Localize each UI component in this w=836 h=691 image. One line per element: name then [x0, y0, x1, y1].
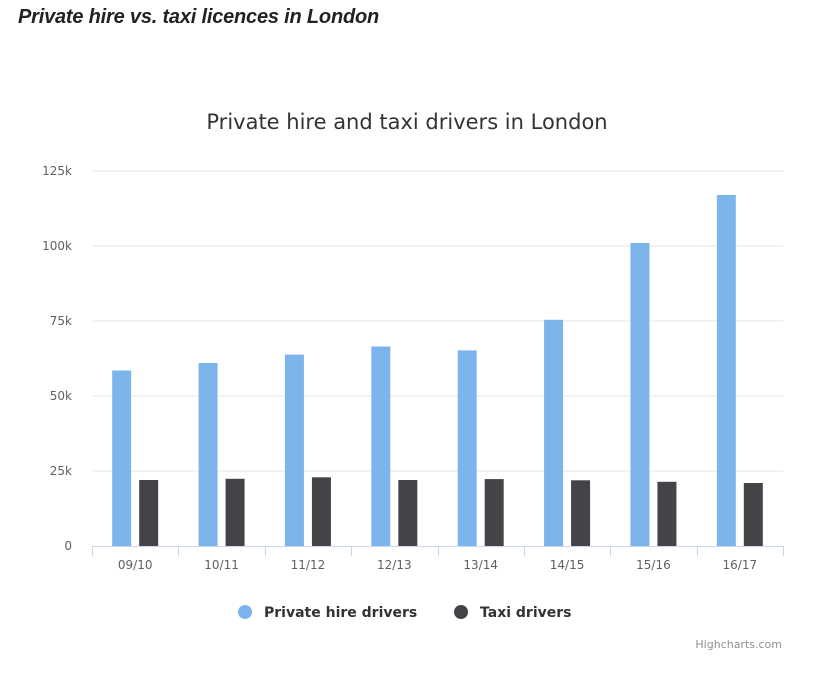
legend-item[interactable]: Private hire drivers [238, 605, 417, 621]
x-axis: 09/10 10/11 11/12 12/13 13/14 14/15 15/16 16/17 [92, 546, 784, 572]
bar-taxi[interactable] [225, 478, 245, 546]
bar-taxi[interactable] [398, 480, 418, 546]
bar-private-hire[interactable] [112, 370, 132, 547]
page-heading: Private hire vs. taxi licences in London [18, 6, 380, 28]
y-tick-label: 125k [42, 164, 72, 178]
bar-taxi[interactable] [743, 483, 763, 546]
legend-marker-icon [238, 605, 252, 619]
y-axis: 0 25k 50k 75k 100k 125k [42, 164, 72, 553]
x-tick-label: 11/12 [291, 558, 326, 572]
bar-taxi[interactable] [139, 480, 159, 546]
bar-taxi[interactable] [571, 480, 591, 546]
y-tick-label: 50k [50, 389, 72, 403]
legend-label: Private hire drivers [264, 605, 417, 621]
x-tick-label: 15/16 [636, 558, 671, 572]
bar-taxi[interactable] [311, 477, 331, 546]
x-tick-label: 16/17 [723, 558, 758, 572]
bar-private-hire[interactable] [284, 354, 304, 546]
bar-private-hire[interactable] [371, 346, 391, 547]
y-tick-label: 25k [50, 464, 72, 478]
y-tick-label: 75k [50, 314, 72, 328]
bar-taxi[interactable] [484, 479, 504, 546]
x-tick-label: 10/11 [204, 558, 239, 572]
bar-private-hire[interactable] [544, 319, 564, 546]
bar-private-hire[interactable] [198, 363, 218, 546]
x-tick-label: 14/15 [550, 558, 585, 572]
gridlines [92, 170, 783, 472]
bar-private-hire[interactable] [630, 243, 650, 546]
x-tick-label: 12/13 [377, 558, 412, 572]
x-tick-label: 09/10 [118, 558, 153, 572]
legend-marker-icon [454, 605, 468, 619]
legend[interactable]: Private hire drivers Taxi drivers [238, 605, 571, 621]
bar-private-hire[interactable] [457, 350, 477, 546]
y-tick-label: 100k [42, 239, 72, 253]
legend-item[interactable]: Taxi drivers [454, 605, 571, 621]
chart-title: Private hire and taxi drivers in London [206, 110, 607, 134]
legend-label: Taxi drivers [480, 605, 571, 621]
bars [112, 195, 763, 546]
x-tick-label: 13/14 [463, 558, 498, 572]
credits-link[interactable]: Highcharts.com [695, 638, 782, 651]
bar-private-hire[interactable] [716, 195, 736, 546]
bar-taxi[interactable] [657, 481, 677, 546]
y-tick-label: 0 [64, 539, 72, 553]
